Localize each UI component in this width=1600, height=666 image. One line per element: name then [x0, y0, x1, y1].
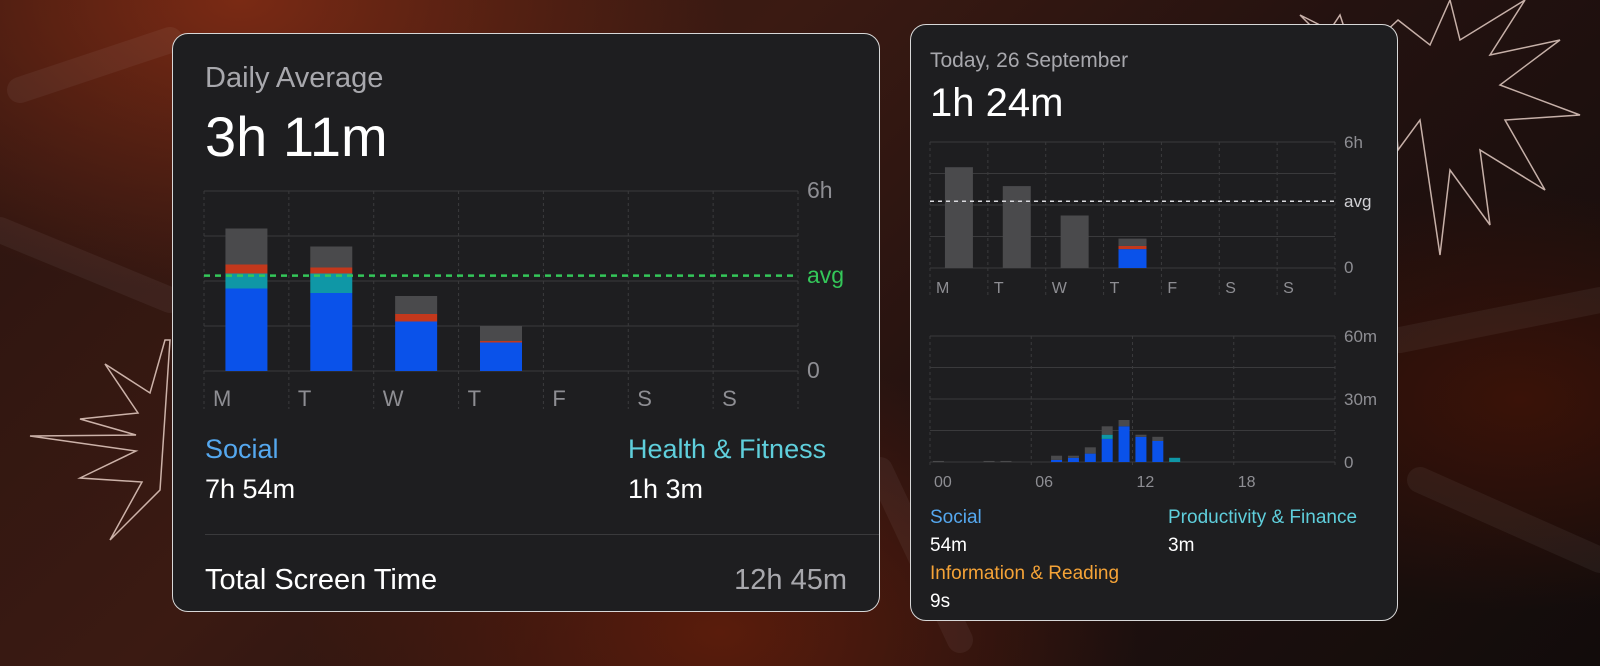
x-axis-tick-label: S: [1225, 280, 1236, 297]
week-y-axis-max-label: 6h: [1344, 133, 1363, 152]
starburst-left: [29, 339, 171, 541]
bar-segment-social: [1051, 459, 1063, 462]
bar-segment-social: [1152, 441, 1164, 462]
bar-segment-other: [1152, 436, 1164, 441]
bar-segment-other: [1118, 238, 1147, 246]
hour-y-axis-mid-label: 30m: [1344, 390, 1378, 409]
starburst-right: [1299, 0, 1581, 256]
bar-segment-other: [1101, 426, 1113, 435]
bar-segment-other: [944, 167, 973, 268]
daily-average-label: Daily Average: [205, 62, 384, 94]
category-social-label: Social: [205, 434, 279, 464]
bar-segment-other: [395, 296, 438, 314]
bar-segment-other: [395, 314, 438, 322]
x-axis-tick-label: T: [994, 280, 1004, 297]
hour-y-axis-zero-label: 0: [1344, 453, 1354, 472]
bar-segment-other: [1084, 447, 1096, 454]
category-health-value: 1h 3m: [628, 474, 704, 504]
bar-segment-other: [1002, 186, 1031, 268]
x-axis-tick-label: F: [1167, 280, 1177, 297]
y-axis-max-label: 6h: [807, 177, 833, 203]
bar-segment-other: [480, 326, 522, 341]
bar-segment-social: [225, 288, 268, 371]
x-axis-tick-label: S: [722, 386, 737, 411]
today-total-value: 1h 24m: [930, 81, 1064, 125]
divider: [205, 534, 879, 535]
today-category-social-label: Social: [930, 507, 982, 528]
bar-segment-productivity-finance: [1101, 434, 1113, 439]
x-axis-tick-label: 06: [1035, 474, 1053, 491]
bar-segment-social: [480, 342, 522, 371]
x-axis-tick-label: S: [1283, 280, 1294, 297]
x-axis-tick-label: M: [213, 386, 231, 411]
x-axis-tick-label: S: [637, 386, 652, 411]
today-category-information-value: 9s: [930, 591, 951, 612]
bar-segment-other: [1060, 215, 1089, 268]
bar-segment-social: [1067, 457, 1079, 462]
bar-segment-other: [310, 246, 353, 268]
today-category-productivity-label: Productivity & Finance: [1168, 507, 1358, 528]
bar-segment-social: [395, 321, 438, 371]
today-category-information-label: Information & Reading: [930, 563, 1120, 584]
bar-segment-social: [310, 293, 353, 371]
hour-y-axis-max-label: 60m: [1344, 327, 1378, 346]
total-screen-time-label: Total Screen Time: [205, 564, 438, 596]
bar-segment-social: [1118, 249, 1147, 268]
category-social-value: 7h 54m: [205, 474, 296, 504]
bar-segment-other: [983, 460, 995, 462]
bar-segment-other: [1000, 460, 1012, 462]
bar-segment-social: [1135, 436, 1147, 462]
bar-segment-productivity-finance: [1169, 457, 1181, 462]
total-screen-time-value: 12h 45m: [734, 564, 847, 596]
bar-segment-other: [225, 228, 268, 265]
today-category-productivity-value: 3m: [1168, 535, 1195, 556]
bar-segment-health-fitness: [225, 273, 268, 289]
bar-segment-other: [1118, 245, 1147, 250]
week-y-axis-zero-label: 0: [1344, 258, 1354, 277]
hourly-bar-chart: 00 06 12 18: [929, 335, 1336, 491]
today-screen-time-card[interactable]: Today, 26 September 1h 24m M T W T F S S 6h av…: [910, 24, 1398, 621]
bar-segment-other: [1051, 455, 1063, 460]
x-axis-tick-label: F: [552, 386, 565, 411]
bar-segment-other: [1118, 420, 1130, 427]
x-axis-tick-label: W: [1052, 280, 1068, 297]
bar-segment-social: [1118, 426, 1130, 462]
category-health-label: Health & Fitness: [628, 434, 827, 464]
bar-segment-health-fitness: [310, 273, 353, 293]
x-axis-tick-label: T: [1110, 280, 1120, 297]
week-average-label: avg: [1344, 192, 1372, 211]
bar-segment-social: [1084, 453, 1096, 462]
bar-segment-other: [480, 341, 522, 343]
bar-segment-other: [1135, 434, 1147, 437]
bar-segment-other: [1067, 455, 1079, 458]
x-axis-tick-label: T: [298, 386, 311, 411]
bar-segment-social: [1101, 438, 1113, 462]
weekly-screen-time-card[interactable]: Daily Average 3h 11m M T W T F S S 6h avg 0 So…: [172, 33, 880, 612]
bar-segment-other: [310, 267, 353, 274]
today-category-social-value: 54m: [930, 535, 967, 556]
x-axis-tick-label: 12: [1137, 474, 1155, 491]
x-axis-tick-label: 00: [934, 474, 952, 491]
bar-segment-other: [225, 264, 268, 274]
y-axis-zero-label: 0: [807, 357, 820, 383]
today-date-label: Today, 26 September: [930, 49, 1129, 72]
x-axis-tick-label: T: [468, 386, 481, 411]
bar-segment-other: [932, 460, 944, 462]
x-axis-tick-label: M: [936, 280, 949, 297]
daily-average-value: 3h 11m: [205, 105, 388, 168]
x-axis-tick-label: 18: [1238, 474, 1256, 491]
average-line-label: avg: [807, 262, 845, 288]
x-axis-tick-label: W: [383, 386, 404, 411]
